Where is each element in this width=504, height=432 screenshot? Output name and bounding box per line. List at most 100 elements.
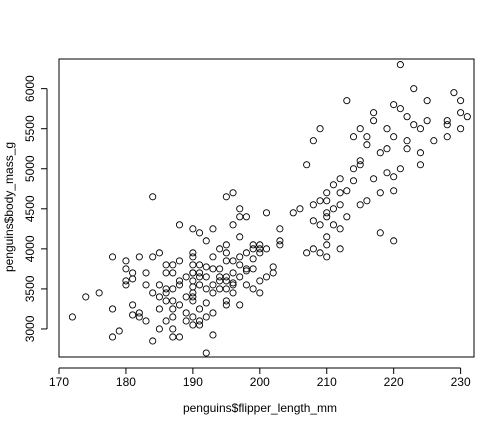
data-point [162, 261, 170, 269]
data-point [122, 257, 130, 265]
data-point [356, 201, 364, 209]
data-point [343, 97, 351, 105]
data-point [356, 161, 364, 169]
x-tick-label: 230 [451, 375, 471, 389]
data-point [423, 97, 431, 105]
data-point [189, 277, 197, 285]
data-point [182, 273, 190, 281]
x-tick-label: 180 [116, 375, 136, 389]
data-point [336, 175, 344, 183]
data-point [336, 201, 344, 209]
y-tick-label: 6000 [23, 75, 37, 102]
data-point [256, 277, 264, 285]
data-point [316, 249, 324, 257]
data-point [202, 285, 210, 293]
data-point [149, 193, 157, 201]
data-point [162, 297, 170, 305]
data-point [376, 229, 384, 237]
data-point [216, 277, 224, 285]
data-point [396, 165, 404, 173]
data-point [256, 245, 264, 253]
data-point [323, 233, 331, 241]
data-point [202, 263, 210, 271]
data-point [383, 145, 391, 153]
data-point [182, 317, 190, 325]
data-point [396, 105, 404, 113]
data-point [416, 149, 425, 157]
data-point [323, 253, 331, 261]
data-point [175, 301, 184, 309]
x-tick-label: 200 [250, 375, 270, 389]
x-axis-label: penguins$flipper_length_mm [183, 401, 337, 415]
data-point [189, 283, 197, 291]
data-point [95, 289, 103, 297]
data-point [196, 269, 204, 277]
data-point [410, 121, 418, 129]
y-tick-label: 4500 [23, 195, 37, 222]
data-point [316, 221, 324, 229]
data-point [189, 313, 197, 321]
data-point [269, 269, 277, 277]
data-point [129, 275, 137, 283]
data-point [162, 289, 170, 297]
data-point [323, 241, 331, 249]
data-point [356, 157, 364, 165]
data-point [242, 249, 250, 257]
data-point [289, 209, 297, 217]
data-point [363, 141, 371, 149]
y-axis: 3000 3500 4000 4500 5000 5500 6000 [23, 75, 48, 342]
data-point [155, 325, 163, 333]
data-point [189, 261, 197, 269]
data-point [169, 285, 177, 293]
data-point [189, 225, 197, 233]
data-point [222, 241, 230, 249]
data-point [155, 281, 163, 289]
data-point [323, 213, 331, 221]
y-tick-label: 3500 [23, 275, 37, 302]
data-point [142, 281, 150, 289]
data-point [323, 209, 331, 217]
data-point [222, 277, 230, 285]
data-point [309, 217, 317, 225]
data-point [202, 273, 210, 281]
data-point [256, 289, 264, 297]
data-point [222, 193, 230, 201]
data-point [175, 333, 184, 341]
data-point [109, 305, 117, 313]
data-point [196, 317, 204, 325]
data-point [109, 253, 117, 261]
x-tick-label: 190 [183, 375, 203, 389]
data-point [303, 249, 311, 257]
data-point [236, 273, 244, 281]
data-point [122, 277, 130, 285]
data-point [196, 229, 204, 237]
data-point [216, 265, 224, 273]
data-points [68, 61, 471, 357]
data-point [383, 169, 391, 177]
data-point [403, 145, 411, 153]
data-point [196, 261, 204, 269]
data-point [309, 245, 317, 253]
data-point [316, 197, 324, 205]
data-point [115, 327, 123, 335]
data-point [175, 257, 184, 265]
data-point [423, 117, 431, 125]
data-point [236, 213, 244, 221]
data-point [129, 301, 137, 309]
data-point [229, 269, 237, 277]
data-point [383, 125, 391, 133]
data-point [303, 161, 311, 169]
data-point [370, 175, 378, 183]
x-axis: 170 180 190 200 210 220 230 [49, 367, 471, 389]
data-point [390, 187, 398, 195]
data-point [229, 279, 237, 287]
data-point [202, 313, 210, 321]
data-point [222, 297, 230, 305]
data-point [309, 201, 317, 209]
data-point [269, 263, 277, 271]
data-point [410, 85, 418, 93]
data-point [229, 189, 237, 197]
data-point [169, 297, 177, 305]
data-point [155, 305, 163, 313]
data-point [256, 249, 264, 257]
